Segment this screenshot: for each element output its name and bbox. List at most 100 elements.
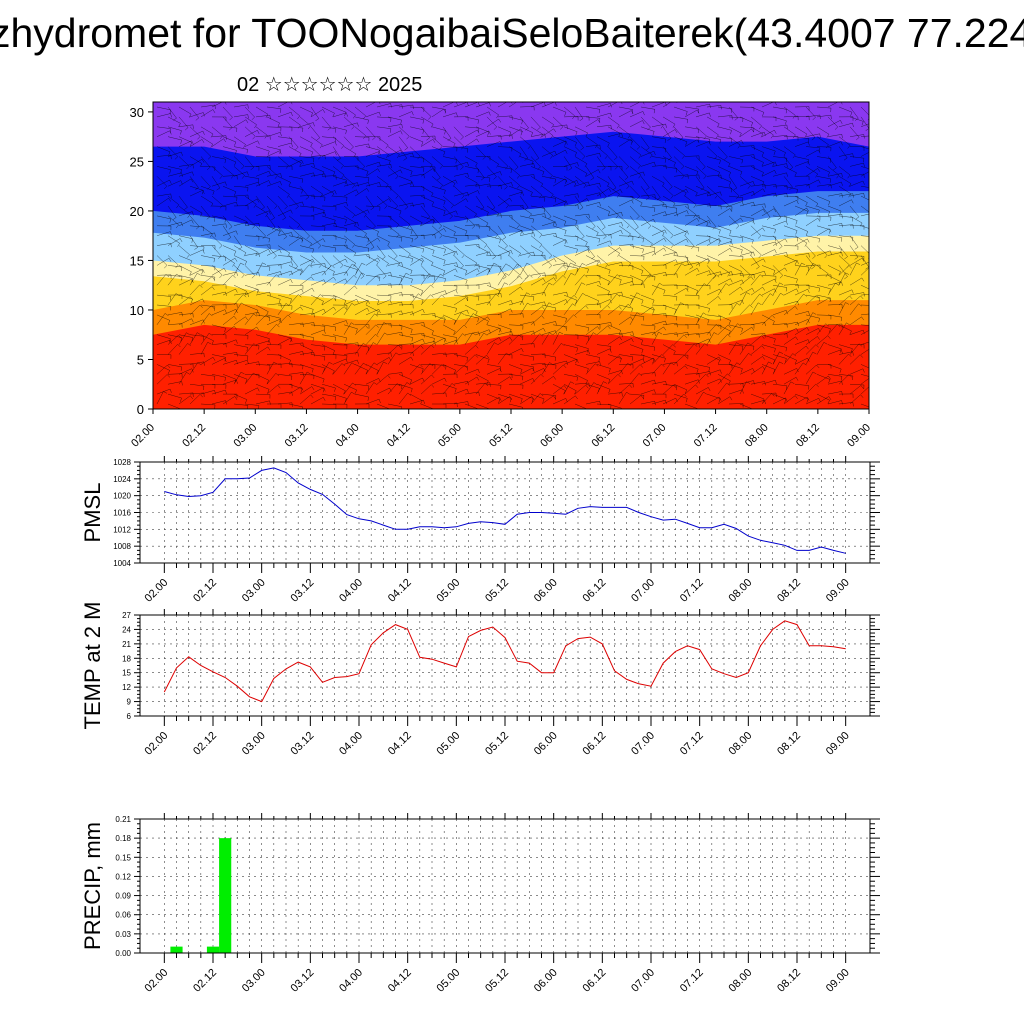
pmsl-ylabel: PMSL bbox=[80, 483, 105, 543]
precip-xtick-label: 09.00 bbox=[824, 967, 852, 995]
temp-xtick-label: 04.00 bbox=[337, 730, 365, 758]
pmsl-xtick-label: 06.00 bbox=[532, 577, 560, 605]
pmsl-ytick-label: 1004 bbox=[113, 559, 131, 568]
temp-grid-vertical bbox=[164, 615, 846, 716]
precip-xtick-label: 03.12 bbox=[289, 967, 317, 995]
heatmap-xtick-label: 02.12 bbox=[180, 422, 208, 450]
heatmap-ytick-label: 30 bbox=[130, 105, 144, 120]
temp-ytick-label: 21 bbox=[122, 640, 131, 649]
pmsl-xtick-label: 02.12 bbox=[191, 577, 219, 605]
precip-bar bbox=[219, 838, 232, 953]
temp-ytick-label: 15 bbox=[122, 669, 131, 678]
heatmap-xtick-label: 07.00 bbox=[641, 422, 669, 450]
precip-bar bbox=[170, 946, 183, 953]
heatmap-xtick-label: 06.00 bbox=[538, 422, 566, 450]
pmsl-xtick-label: 03.12 bbox=[289, 577, 317, 605]
temp-xtick-label: 02.12 bbox=[191, 730, 219, 758]
precip-bar bbox=[206, 946, 220, 953]
precip-ylabel: PRECIP, mm bbox=[80, 822, 105, 950]
temp-series-line bbox=[163, 620, 846, 703]
heatmap-ytick-label: 0 bbox=[137, 402, 144, 417]
heatmap-xtick-label: 07.12 bbox=[692, 422, 720, 450]
heatmap-xtick-label: 02.00 bbox=[129, 422, 157, 450]
precip-xtick-label: 08.00 bbox=[727, 967, 755, 995]
temp-xtick-label: 03.12 bbox=[289, 730, 317, 758]
heatmap-ytick-label: 5 bbox=[137, 352, 144, 367]
precip-xtick-label: 02.12 bbox=[191, 967, 219, 995]
precip-xtick-label: 08.12 bbox=[775, 967, 803, 995]
precip-ytick-label: 0.18 bbox=[115, 834, 131, 843]
heatmap-xtick-label: 06.12 bbox=[589, 422, 617, 450]
pmsl-ytick-label: 1024 bbox=[113, 475, 131, 484]
temp-xtick-label: 06.12 bbox=[581, 730, 609, 758]
pmsl-ytick-label: 1012 bbox=[113, 525, 131, 534]
precip-xtick-label: 06.00 bbox=[532, 967, 560, 995]
heatmap-ytick-label: 25 bbox=[130, 154, 144, 169]
pmsl-ytick-label: 1020 bbox=[113, 492, 131, 501]
precip-xtick-label: 04.00 bbox=[337, 967, 365, 995]
pmsl-ytick-label: 1028 bbox=[113, 458, 131, 467]
heatmap-xtick-label: 08.00 bbox=[743, 422, 771, 450]
precip-grid-vertical bbox=[164, 819, 846, 953]
heatmap-xtick-label: 09.00 bbox=[845, 422, 873, 450]
pmsl-xtick-label: 07.12 bbox=[678, 577, 706, 605]
temp-xtick-label: 07.00 bbox=[629, 730, 657, 758]
heatmap-ytick-label: 20 bbox=[130, 204, 144, 219]
temp-xtick-label: 06.00 bbox=[532, 730, 560, 758]
heatmap-xtick-label: 03.00 bbox=[231, 422, 259, 450]
heatmap-xtick-label: 04.12 bbox=[385, 422, 413, 450]
heatmap-xtick-label: 04.00 bbox=[334, 422, 362, 450]
temp-xtick-label: 05.00 bbox=[435, 730, 463, 758]
pmsl-ytick-label: 1016 bbox=[113, 509, 131, 518]
heatmap-layer-red bbox=[153, 324, 869, 409]
temp-ytick-label: 27 bbox=[122, 611, 131, 620]
pmsl-xtick-label: 05.12 bbox=[483, 577, 511, 605]
wind-barbs bbox=[156, 102, 869, 409]
pmsl-ytick-label: 1008 bbox=[113, 542, 131, 551]
chart-title: zhydromet for TOONogaibaiSeloBaiterek(43… bbox=[0, 10, 1024, 56]
pmsl-xtick-label: 06.12 bbox=[581, 577, 609, 605]
precip-xtick-label: 05.12 bbox=[483, 967, 511, 995]
precip-ytick-label: 0.09 bbox=[115, 892, 131, 901]
heatmap-layers bbox=[153, 102, 869, 409]
precip-xtick-label: 06.12 bbox=[581, 967, 609, 995]
precip-xtick-label: 07.00 bbox=[629, 967, 657, 995]
precip-xtick-label: 02.00 bbox=[143, 967, 171, 995]
temp-ylabel: TEMP at 2 M bbox=[80, 602, 105, 730]
heatmap-xtick-label: 05.00 bbox=[436, 422, 464, 450]
precip-xtick-label: 07.12 bbox=[678, 967, 706, 995]
heatmap-xtick-label: 08.12 bbox=[794, 422, 822, 450]
pmsl-xtick-label: 05.00 bbox=[435, 577, 463, 605]
pmsl-xtick-label: 08.12 bbox=[775, 577, 803, 605]
temp-xtick-label: 05.12 bbox=[483, 730, 511, 758]
temp-xtick-label: 08.00 bbox=[727, 730, 755, 758]
temp-ytick-label: 24 bbox=[122, 625, 131, 634]
pmsl-xtick-label: 02.00 bbox=[143, 577, 171, 605]
pmsl-xtick-label: 04.00 bbox=[337, 577, 365, 605]
pmsl-xtick-label: 08.00 bbox=[727, 577, 755, 605]
pmsl-xtick-label: 09.00 bbox=[824, 577, 852, 605]
pmsl-xtick-label: 04.12 bbox=[386, 577, 414, 605]
precip-xtick-label: 03.00 bbox=[240, 967, 268, 995]
temp-xtick-label: 09.00 bbox=[824, 730, 852, 758]
temp-ytick-label: 12 bbox=[122, 683, 131, 692]
temp-ytick-label: 18 bbox=[122, 654, 131, 663]
pmsl-series-line bbox=[164, 467, 846, 554]
temp-xtick-label: 07.12 bbox=[678, 730, 706, 758]
heatmap-ytick-label: 15 bbox=[130, 253, 144, 268]
heatmap-ytick-label: 10 bbox=[130, 303, 144, 318]
pmsl-xtick-label: 03.00 bbox=[240, 577, 268, 605]
pmsl-xtick-label: 07.00 bbox=[629, 577, 657, 605]
temp-xtick-label: 08.12 bbox=[775, 730, 803, 758]
chart-subtitle: 02 ☆☆☆☆☆☆ 2025 bbox=[237, 74, 423, 96]
temp-xtick-label: 02.00 bbox=[143, 730, 171, 758]
temp-ytick-label: 9 bbox=[127, 698, 132, 707]
precip-ytick-label: 0.21 bbox=[115, 815, 131, 824]
precip-ytick-label: 0.15 bbox=[115, 853, 131, 862]
heatmap-xtick-label: 03.12 bbox=[283, 422, 311, 450]
precip-ytick-label: 0.12 bbox=[115, 872, 131, 881]
temp-ytick-label: 6 bbox=[127, 712, 132, 721]
precip-xtick-label: 04.12 bbox=[386, 967, 414, 995]
precip-xtick-label: 05.00 bbox=[435, 967, 463, 995]
